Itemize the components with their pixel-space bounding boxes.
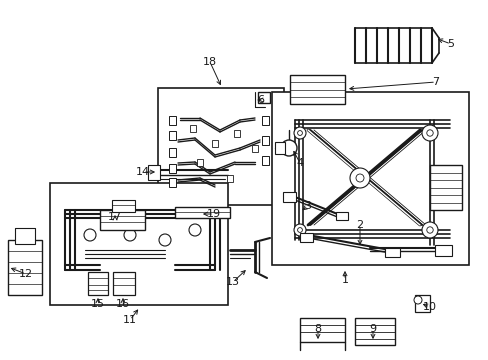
- Bar: [354, 318, 394, 345]
- Bar: [429, 165, 461, 210]
- Circle shape: [426, 227, 432, 233]
- Text: 7: 7: [431, 77, 439, 87]
- Bar: [197, 158, 203, 166]
- Bar: [168, 163, 175, 172]
- Text: 17: 17: [108, 212, 122, 222]
- Circle shape: [349, 168, 369, 188]
- Text: 6: 6: [257, 95, 264, 105]
- Bar: [261, 116, 268, 125]
- Text: 16: 16: [116, 299, 130, 309]
- Bar: [113, 272, 135, 295]
- Bar: [158, 88, 284, 205]
- Bar: [212, 139, 218, 147]
- Bar: [15, 228, 35, 244]
- Text: 18: 18: [203, 57, 217, 67]
- Text: 13: 13: [225, 277, 240, 287]
- Bar: [226, 175, 232, 181]
- Text: 5: 5: [447, 39, 453, 49]
- Circle shape: [297, 228, 302, 233]
- Bar: [50, 183, 227, 305]
- Bar: [335, 212, 347, 220]
- Bar: [271, 92, 468, 265]
- Circle shape: [281, 140, 296, 156]
- Bar: [8, 240, 42, 295]
- Bar: [299, 318, 345, 342]
- Circle shape: [426, 130, 432, 136]
- Text: 1: 1: [341, 275, 348, 285]
- Bar: [148, 165, 160, 180]
- Text: 12: 12: [19, 269, 33, 279]
- Bar: [289, 75, 345, 104]
- Text: 11: 11: [123, 315, 137, 325]
- Bar: [283, 192, 295, 202]
- Text: 19: 19: [206, 209, 221, 219]
- Bar: [190, 125, 196, 131]
- Text: 2: 2: [356, 220, 363, 230]
- Bar: [168, 116, 175, 125]
- Circle shape: [413, 296, 421, 304]
- Bar: [168, 148, 175, 157]
- Circle shape: [297, 131, 302, 135]
- Circle shape: [189, 224, 201, 236]
- Circle shape: [159, 234, 171, 246]
- Text: 8: 8: [314, 324, 321, 334]
- Circle shape: [355, 174, 363, 182]
- Bar: [234, 130, 240, 136]
- Text: 10: 10: [422, 302, 436, 312]
- Circle shape: [421, 125, 437, 141]
- Circle shape: [124, 229, 136, 241]
- Text: 4: 4: [296, 158, 303, 168]
- Bar: [384, 248, 399, 257]
- Circle shape: [84, 229, 96, 241]
- Text: 9: 9: [368, 324, 376, 334]
- Text: 14: 14: [136, 167, 150, 177]
- Bar: [261, 156, 268, 165]
- Bar: [299, 233, 312, 242]
- Bar: [100, 210, 145, 230]
- Bar: [112, 200, 135, 212]
- Bar: [258, 92, 269, 103]
- Bar: [274, 142, 285, 154]
- Bar: [175, 207, 229, 218]
- Bar: [251, 144, 258, 152]
- Circle shape: [293, 224, 305, 236]
- Text: 3: 3: [304, 201, 311, 211]
- Circle shape: [421, 222, 437, 238]
- Bar: [261, 135, 268, 144]
- Bar: [88, 272, 108, 295]
- Bar: [168, 177, 175, 186]
- Bar: [414, 295, 429, 312]
- Bar: [434, 245, 451, 256]
- Circle shape: [293, 127, 305, 139]
- Bar: [168, 130, 175, 139]
- Text: 15: 15: [91, 299, 105, 309]
